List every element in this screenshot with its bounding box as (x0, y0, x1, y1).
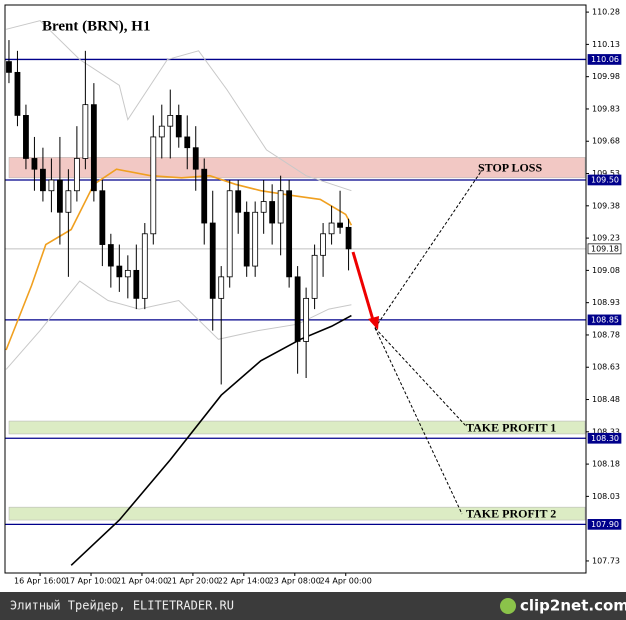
zone (8, 420, 586, 435)
price-level-label: 110.06 (591, 55, 619, 64)
logo-text: clip2net.com (520, 597, 626, 615)
y-tick-label: 108.03 (592, 492, 620, 501)
candle-body (57, 179, 63, 213)
zone-label: STOP LOSS (478, 160, 542, 174)
candle-body (192, 147, 199, 170)
candle-body (269, 201, 276, 224)
zone-label: TAKE PROFIT 2 (466, 506, 556, 520)
indicator-line (5, 20, 352, 192)
price-level-box (587, 174, 622, 186)
candle-body (209, 222, 216, 299)
price-level-label: 108.30 (591, 434, 619, 443)
price-level-label: 107.90 (591, 520, 619, 529)
candle-body (82, 104, 89, 159)
zone-label: TAKE PROFIT 1 (466, 420, 556, 434)
y-tick-label: 108.18 (592, 460, 620, 469)
candle-body (235, 190, 242, 213)
candle-body (107, 244, 114, 267)
x-tick-label: 21 Apr 20:00 (167, 577, 219, 586)
candle-body (90, 104, 97, 192)
price-level-box (587, 519, 622, 530)
price-level-label: 109.50 (591, 175, 619, 184)
logo-icon (500, 598, 516, 614)
candle-body (311, 254, 318, 299)
forecast-arrowhead (368, 316, 379, 330)
candle-body (252, 211, 259, 267)
y-tick-label: 108.63 (592, 363, 620, 372)
stop-loss-pointer (374, 169, 483, 329)
tp2-pointer (374, 327, 463, 515)
candle-body (31, 158, 38, 170)
candle-body (218, 276, 225, 299)
candle-body (167, 115, 174, 127)
y-tick-label: 108.78 (592, 330, 620, 339)
candle-body (124, 269, 131, 278)
price-level-box (587, 432, 622, 444)
candle-body (133, 269, 140, 299)
candle-body (320, 233, 326, 256)
candle-body (48, 179, 55, 192)
y-tick-label: 109.53 (592, 169, 620, 178)
footer-text: Элитный Трейдер, ELITETRADER.RU (10, 599, 234, 613)
price-level-label: 109.18 (591, 244, 619, 253)
y-tick-label: 109.68 (592, 137, 620, 146)
y-tick-label: 108.33 (592, 427, 620, 436)
candle-body (150, 136, 157, 235)
candle-body (260, 201, 267, 213)
candle-body (184, 136, 191, 149)
candle-body (73, 158, 80, 192)
candle-body (337, 222, 343, 228)
annotations (351, 169, 483, 515)
tp1-pointer (374, 327, 467, 427)
candle-body (40, 168, 46, 192)
x-tick-label: 22 Apr 14:00 (218, 577, 270, 586)
y-tick-label: 108.48 (592, 395, 620, 404)
indicator-line (5, 168, 353, 351)
y-tick-label: 110.13 (592, 40, 620, 49)
indicator-line (70, 314, 352, 566)
footer-bar (0, 592, 626, 620)
candle-body (345, 226, 352, 250)
candle-body (243, 211, 250, 267)
x-tick-label: 21 Apr 04:00 (116, 577, 168, 586)
zone (8, 506, 586, 521)
candle-body (14, 71, 21, 116)
candle-body (226, 190, 233, 278)
x-tick-label: 24 Apr 00:00 (320, 577, 372, 586)
plot-frame (4, 4, 587, 574)
candle-body (65, 190, 72, 213)
candle-body (175, 115, 182, 138)
y-tick-label: 110.28 (592, 8, 620, 17)
candle-body (116, 265, 123, 278)
forecast-arrow (351, 251, 375, 321)
candle-body (201, 168, 208, 224)
price-level-label: 108.85 (591, 315, 619, 324)
candle-body (23, 115, 29, 159)
candle-body (158, 125, 165, 138)
x-tick-label: 17 Apr 10:00 (65, 577, 117, 586)
y-tick-label: 109.83 (592, 104, 620, 113)
price-level-box (587, 314, 622, 326)
y-tick-label: 108.93 (592, 298, 620, 307)
chart-title: Brent (BRN), H1 (42, 18, 150, 34)
price-level-box (587, 54, 622, 65)
candle-body (303, 297, 310, 342)
price-level-box (587, 243, 622, 255)
x-tick-label: 23 Apr 08:00 (269, 577, 321, 586)
candle-body (277, 190, 284, 224)
candle-body (294, 276, 301, 342)
candle-body (6, 61, 12, 73)
y-tick-label: 107.73 (592, 556, 620, 565)
y-tick-label: 109.38 (592, 201, 620, 210)
y-tick-label: 109.23 (592, 234, 620, 243)
candle-body (286, 190, 293, 278)
x-tick-label: 16 Apr 16:00 (14, 577, 66, 586)
candle-body (328, 222, 335, 235)
y-tick-label: 109.08 (592, 266, 620, 275)
candle-body (141, 233, 148, 299)
y-tick-label: 109.98 (592, 72, 620, 81)
candle-body (99, 190, 106, 245)
